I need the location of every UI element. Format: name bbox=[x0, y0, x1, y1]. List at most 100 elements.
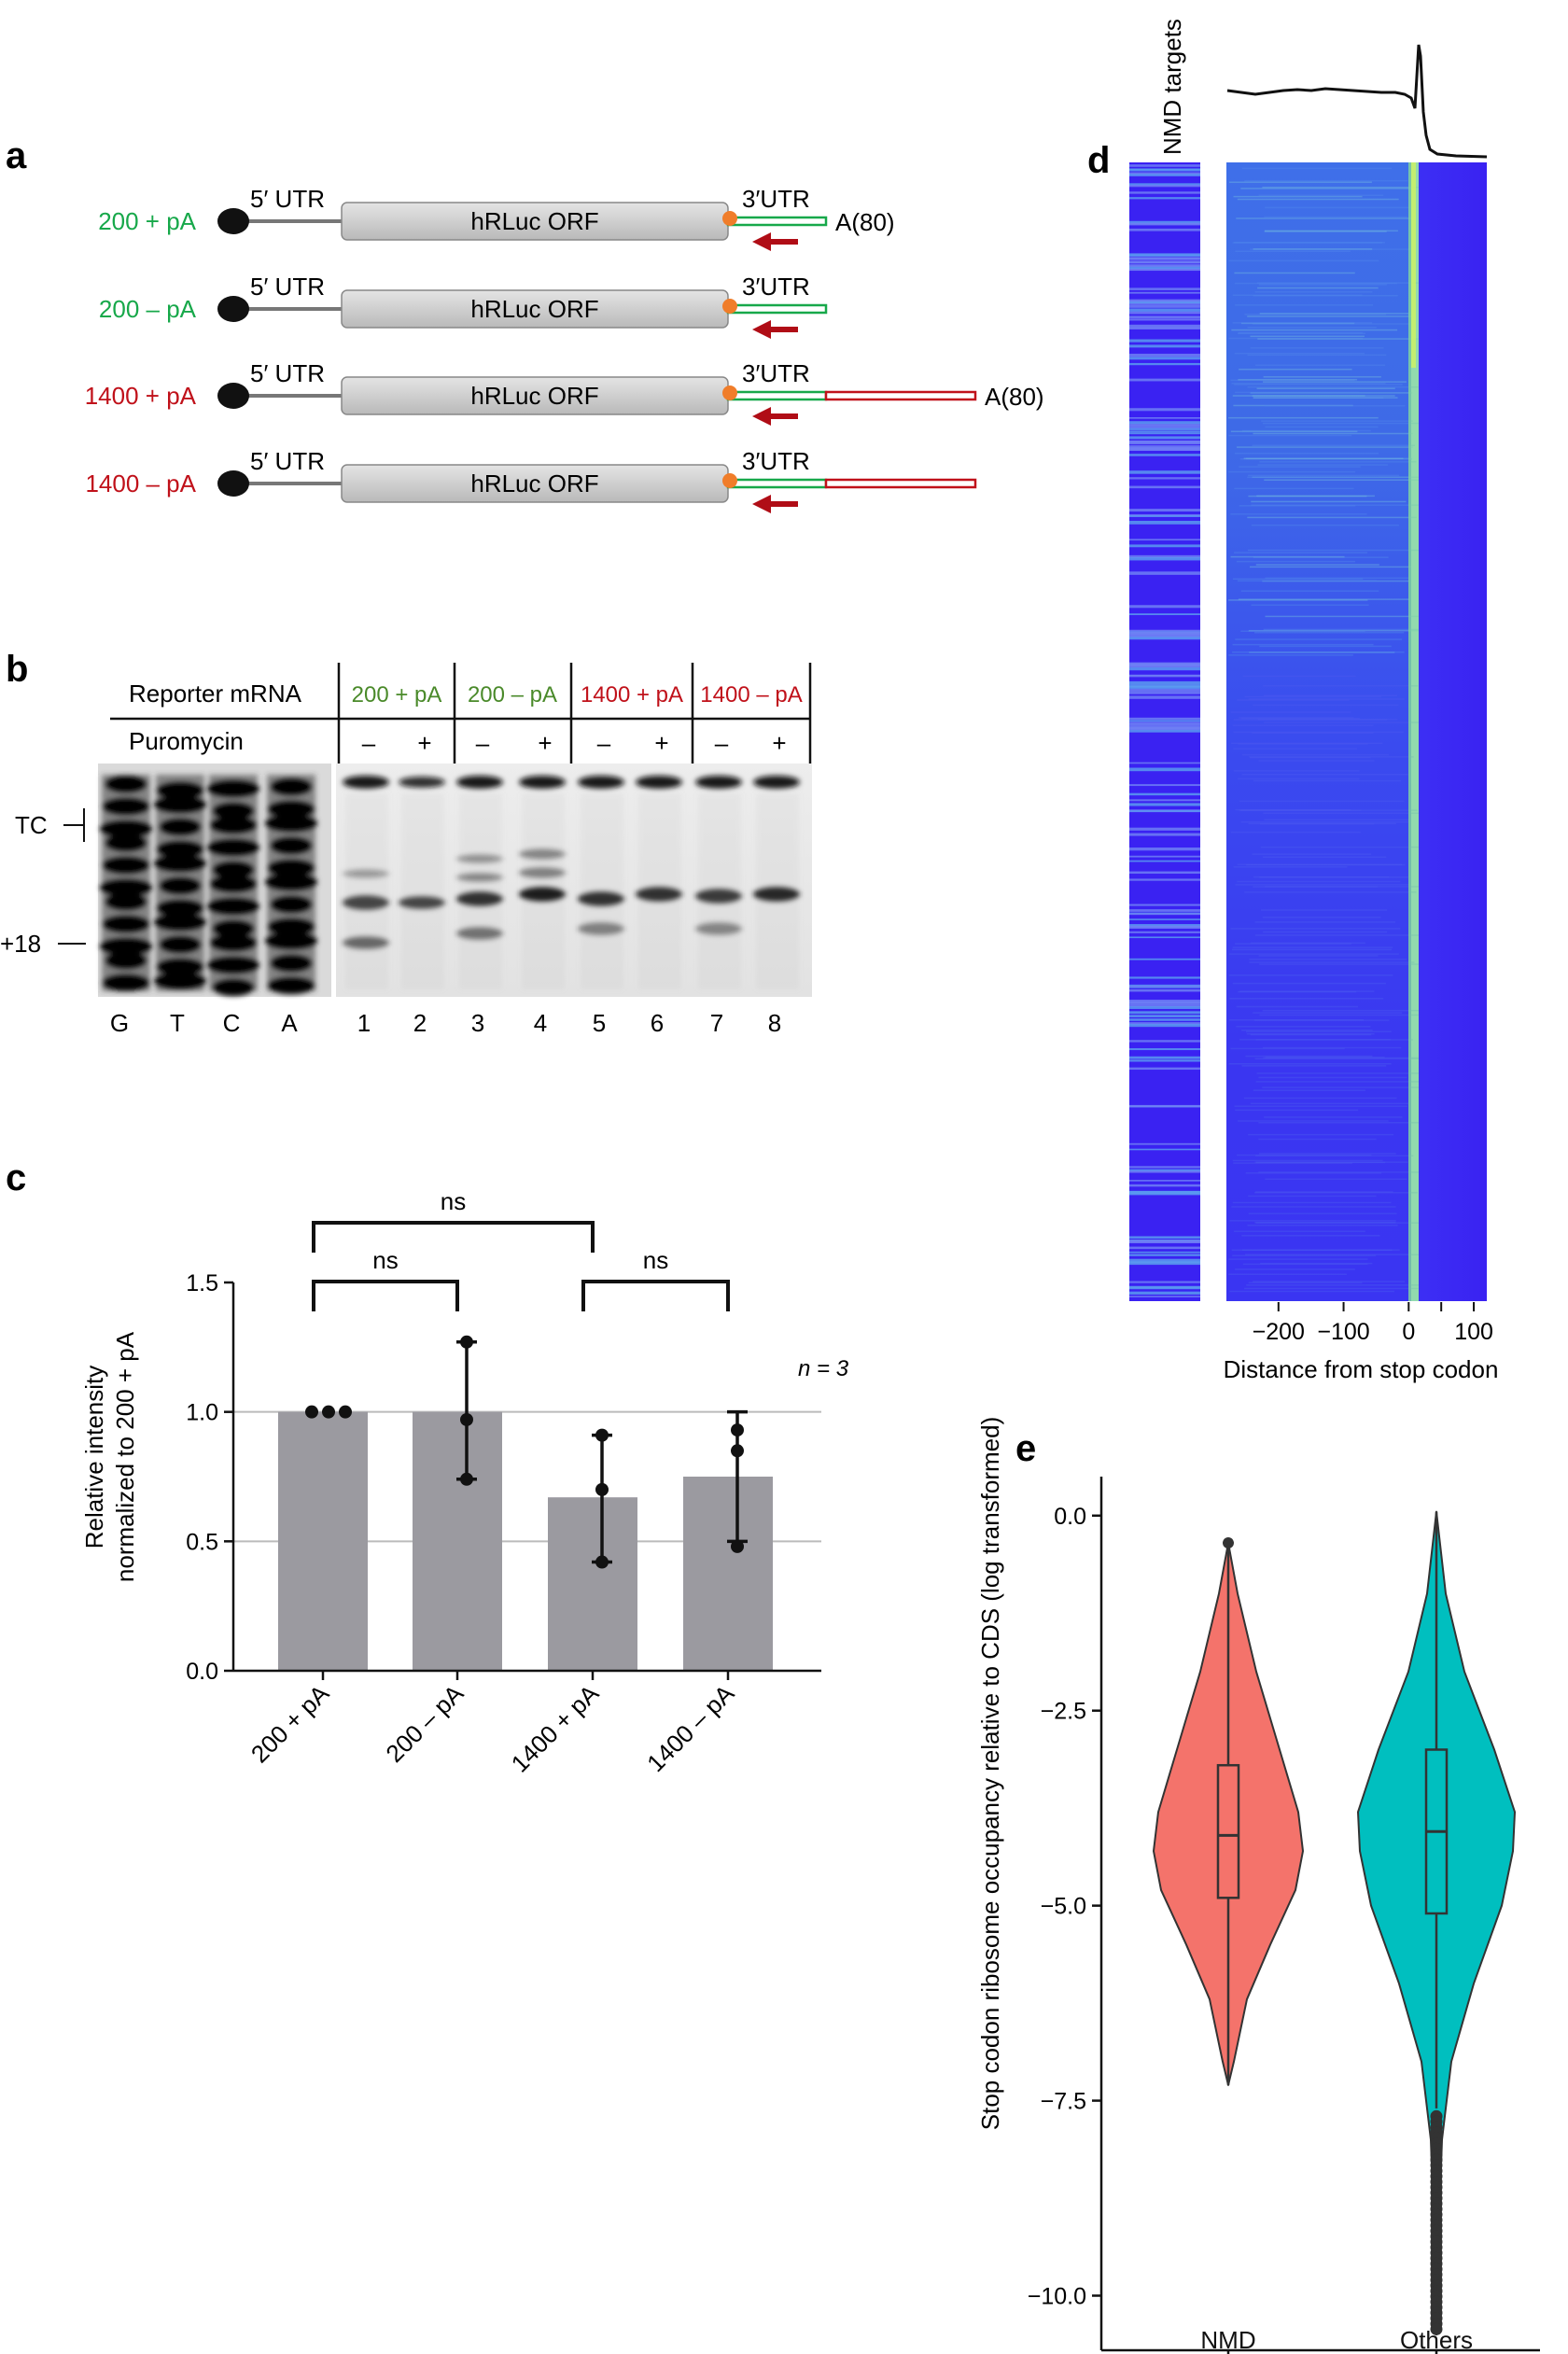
heatmap-texture-line bbox=[1245, 1030, 1392, 1032]
heatmap-texture-line bbox=[1248, 822, 1396, 825]
heatmap-texture-line bbox=[1264, 479, 1441, 481]
heatmap-texture-line bbox=[1232, 982, 1386, 985]
heatmap-texture-line bbox=[1265, 1178, 1407, 1181]
heatmap-texture-line bbox=[1230, 711, 1351, 713]
bar-point-1-2 bbox=[460, 1472, 473, 1486]
nmd-strip-line bbox=[1129, 1281, 1200, 1283]
heatmap-texture-line bbox=[1254, 291, 1373, 293]
nmd-strip-line bbox=[1129, 680, 1200, 684]
seq-band bbox=[210, 817, 257, 834]
heatmap-texture-line bbox=[1254, 1222, 1396, 1224]
heatmap-texture-line bbox=[1238, 1120, 1389, 1122]
lane-label-2: 3 bbox=[471, 1009, 484, 1037]
seq-band bbox=[157, 782, 203, 799]
gel-lane-smear-2 bbox=[459, 793, 502, 989]
nmd-strip-line bbox=[1129, 1040, 1200, 1043]
heatmap-texture-line bbox=[1237, 699, 1350, 701]
seq-band bbox=[154, 796, 206, 813]
nmd-strip-line bbox=[1129, 1190, 1200, 1195]
nmd-strip-line bbox=[1129, 1180, 1200, 1182]
heatmap-texture-line bbox=[1251, 604, 1369, 606]
heatmap-texture-line bbox=[1246, 457, 1412, 460]
seq-band bbox=[268, 918, 315, 935]
heatmap-texture-line bbox=[1265, 426, 1379, 428]
heatmap-texture-line bbox=[1258, 1138, 1377, 1141]
gel-lane-smear-7 bbox=[756, 793, 799, 989]
heatmap-texture-line bbox=[1259, 461, 1417, 463]
heatmap-texture-line bbox=[1257, 718, 1398, 721]
violin-ylabel: Stop codon ribosome occupancy relative t… bbox=[976, 1417, 1004, 2130]
heatmap-texture-line bbox=[1265, 886, 1441, 888]
seq-lane-label-3: A bbox=[281, 1009, 298, 1037]
heatmap-texture-line bbox=[1228, 1258, 1368, 1260]
nmd-targets-label: NMD targets bbox=[1158, 19, 1186, 155]
utr3-label-1: 3′UTR bbox=[742, 273, 810, 301]
nmd-strip-line bbox=[1129, 228, 1200, 231]
nmd-strip-line bbox=[1129, 454, 1200, 456]
heatmap-texture-line bbox=[1247, 326, 1377, 329]
violin-ytick-label-4: −10.0 bbox=[1028, 2284, 1086, 2310]
heatmap-texture-line bbox=[1233, 770, 1360, 772]
nmd-strip-line bbox=[1129, 667, 1200, 671]
heatmap-texture-line bbox=[1237, 880, 1401, 883]
heatmap-texture-line bbox=[1241, 1029, 1373, 1031]
nmd-strip-line bbox=[1129, 918, 1200, 920]
violin-xtick-label-0: NMD bbox=[1200, 2326, 1255, 2354]
heatmap-texture-line bbox=[1245, 1055, 1373, 1058]
nmd-strip-line bbox=[1129, 691, 1200, 694]
heatmap-texture-line bbox=[1228, 337, 1364, 340]
heatmap-texture-line bbox=[1250, 248, 1413, 250]
heatmap-texture-line bbox=[1246, 863, 1406, 866]
utr5-label-1: 5′ UTR bbox=[250, 273, 325, 301]
heatmap-texture-line bbox=[1237, 863, 1403, 866]
heatmap-texture-line bbox=[1252, 732, 1374, 735]
heatmap-texture-line bbox=[1231, 329, 1398, 331]
nmd-strip-line bbox=[1129, 976, 1200, 979]
nmd-strip-line bbox=[1129, 871, 1200, 875]
heatmap-texture-line bbox=[1235, 391, 1360, 394]
panel-letter-b: b bbox=[6, 649, 28, 690]
heatmap-texture-line bbox=[1230, 513, 1367, 515]
heatmap-texture-line bbox=[1238, 598, 1410, 600]
heatmap-texture-line bbox=[1256, 495, 1375, 497]
heatmap-texture-line bbox=[1228, 259, 1379, 262]
heatmap-texture-line bbox=[1240, 590, 1379, 592]
heatmap-texture-line bbox=[1253, 886, 1378, 888]
heatmap-texture-line bbox=[1239, 800, 1405, 803]
nmd-strip-line bbox=[1129, 362, 1200, 366]
seq-band bbox=[271, 837, 312, 854]
heatmap-texture-line bbox=[1256, 387, 1395, 389]
heatmap-texture-line bbox=[1249, 959, 1407, 960]
heatmap-texture-line bbox=[1261, 420, 1413, 422]
polya-tail-2: A(80) bbox=[985, 383, 1044, 411]
bar-0 bbox=[278, 1411, 368, 1671]
heatmap-texture-line bbox=[1240, 809, 1418, 811]
seq-band bbox=[154, 973, 206, 989]
gel-lane-smear-0 bbox=[345, 793, 388, 989]
nmd-strip-line bbox=[1129, 1015, 1200, 1017]
bar-point-3-0 bbox=[731, 1423, 744, 1437]
heatmap-texture-line bbox=[1228, 181, 1372, 183]
heatmap-texture-line bbox=[1265, 615, 1430, 618]
reporter-mrna-label: Reporter mRNA bbox=[129, 680, 302, 708]
utr5-label-2: 5′ UTR bbox=[250, 359, 325, 387]
puromycin-1: + bbox=[417, 729, 431, 757]
heatmap-texture-line bbox=[1233, 552, 1367, 553]
nmd-strip-line bbox=[1129, 958, 1200, 960]
cap-0 bbox=[217, 208, 249, 234]
heatmap-texture-line bbox=[1252, 444, 1415, 446]
nmd-strip-line bbox=[1129, 1261, 1200, 1264]
heatmap-texture-line bbox=[1231, 1249, 1393, 1252]
seq-band bbox=[103, 916, 149, 932]
heatmap-texture-line bbox=[1248, 1212, 1397, 1214]
heatmap-texture-line bbox=[1250, 335, 1365, 338]
gel-lane-smear-3 bbox=[522, 793, 565, 989]
nmd-strip-line bbox=[1129, 222, 1200, 226]
heatmap-texture-line bbox=[1230, 1047, 1345, 1050]
heatmap-texture-line bbox=[1251, 500, 1407, 503]
sig-bracket-0 bbox=[312, 1221, 595, 1253]
violin-outlier-others bbox=[1430, 2322, 1443, 2335]
bar-3 bbox=[683, 1477, 773, 1671]
heatmap-texture-line bbox=[1232, 1254, 1377, 1256]
heatmap-texture-line bbox=[1247, 516, 1417, 519]
